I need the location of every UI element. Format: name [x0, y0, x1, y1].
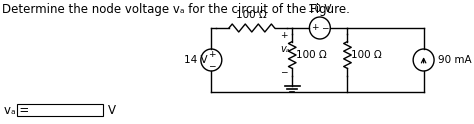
Text: 14 V: 14 V	[184, 55, 208, 65]
Text: V: V	[108, 104, 116, 117]
Text: 90 mA: 90 mA	[438, 55, 472, 65]
Text: −: −	[280, 67, 288, 77]
Text: 100 Ω: 100 Ω	[351, 50, 382, 60]
Text: +: +	[208, 50, 215, 59]
Text: +: +	[280, 31, 288, 41]
Text: vₐ =: vₐ =	[4, 104, 29, 117]
Text: −: −	[208, 61, 215, 70]
Text: +: +	[311, 24, 319, 32]
Text: 100 Ω: 100 Ω	[296, 50, 327, 60]
Text: −: −	[321, 24, 328, 32]
Text: 10 V: 10 V	[308, 4, 332, 14]
Text: vₐ: vₐ	[281, 44, 291, 54]
Text: 100 Ω: 100 Ω	[237, 10, 267, 20]
Text: Determine the node voltage vₐ for the circuit of the Figure.: Determine the node voltage vₐ for the ci…	[2, 3, 350, 16]
FancyBboxPatch shape	[17, 104, 103, 116]
